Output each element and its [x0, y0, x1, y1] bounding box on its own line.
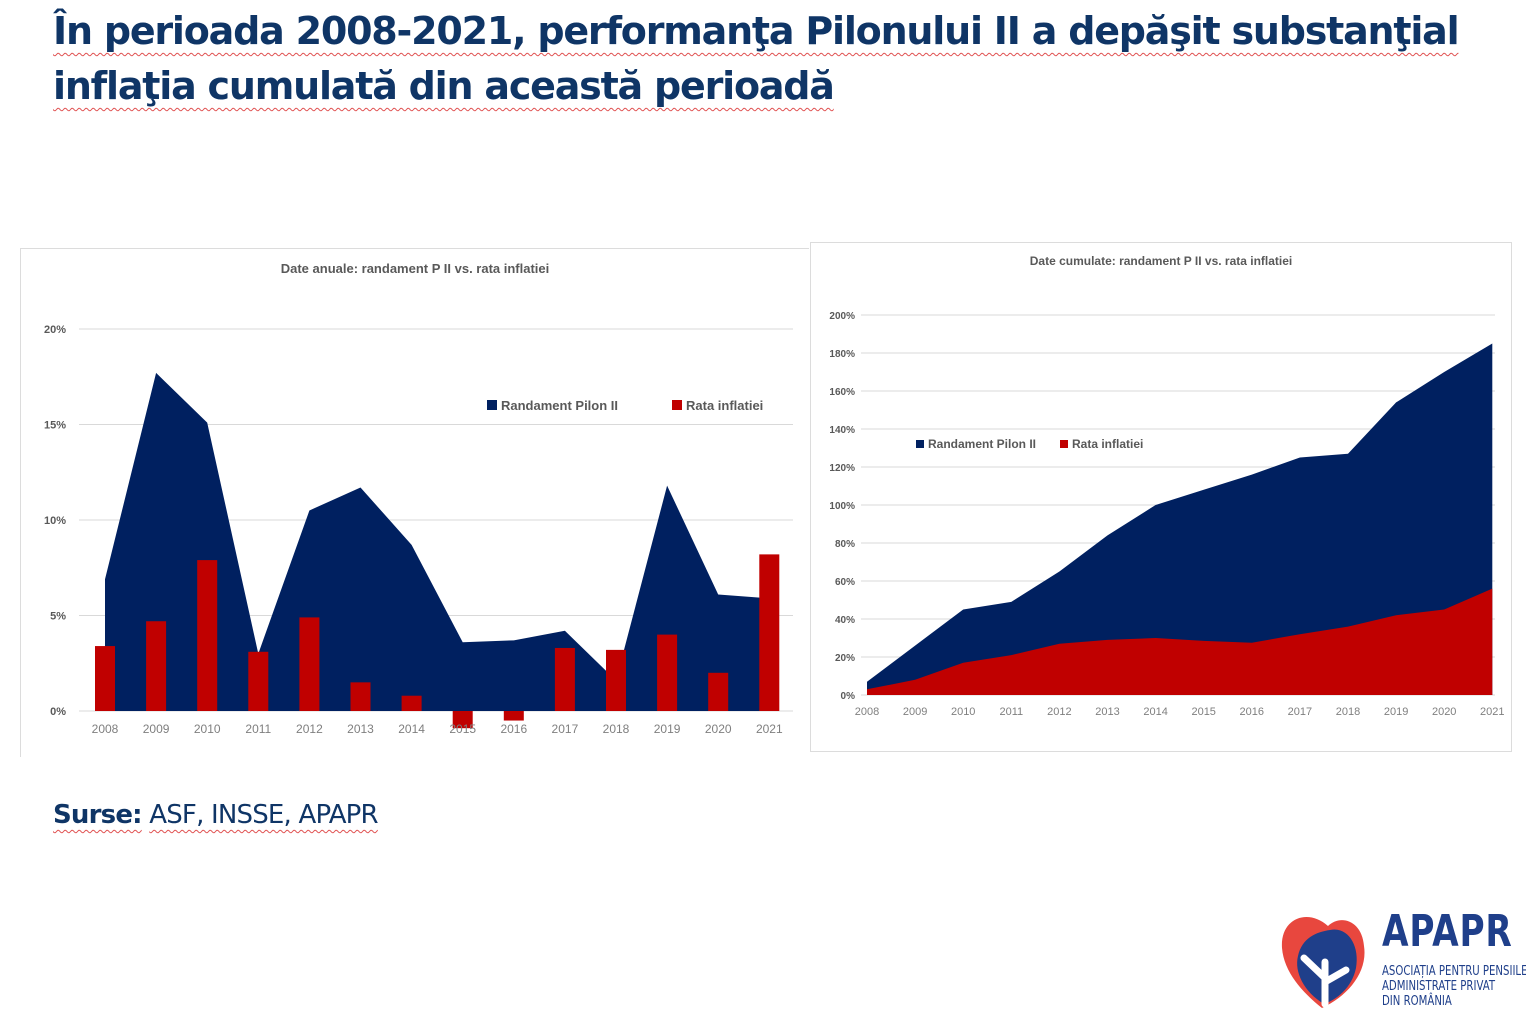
bar-inflatie: [657, 634, 678, 711]
bar-inflatie: [146, 621, 167, 711]
x-tick-label: 2019: [1384, 706, 1408, 718]
x-tick-label: 2016: [500, 722, 527, 736]
y-tick-label: 40%: [835, 615, 855, 626]
x-tick-label: 2011: [245, 722, 271, 736]
y-tick-label: 60%: [835, 577, 855, 588]
x-tick-label: 2018: [603, 722, 630, 736]
bar-inflatie: [197, 560, 218, 711]
page-title-line-1: În perioada 2008-2021, performanţa Pilon…: [53, 9, 1460, 53]
x-tick-label: 2010: [194, 722, 221, 736]
y-tick-label: 140%: [829, 425, 855, 436]
y-tick-label: 0%: [50, 706, 66, 718]
area-series-inflatie: [867, 588, 1493, 695]
x-tick-label: 2019: [654, 722, 681, 736]
apapr-logo: APAPR ASOCIAȚIA PENTRU PENSIILE ADMINIST…: [1278, 906, 1526, 1012]
bar-inflatie: [401, 695, 422, 711]
y-tick-label: 100%: [829, 501, 855, 512]
sources-label: Surse:: [53, 800, 143, 830]
x-tick-label: 2011: [999, 706, 1023, 718]
logo-subtitle-line: ADMINISTRATE PRIVAT: [1382, 979, 1496, 994]
bar-inflatie: [759, 554, 780, 711]
legend-label: Randament Pilon II: [501, 398, 618, 413]
y-tick-label: 0%: [841, 691, 856, 702]
x-tick-label: 2013: [1095, 706, 1119, 718]
x-tick-label: 2014: [398, 722, 425, 736]
x-tick-label: 2009: [903, 706, 927, 718]
bar-inflatie: [708, 672, 729, 711]
x-tick-label: 2021: [1480, 706, 1504, 718]
cumulative-chart-svg: Date cumulate: randament P II vs. rata i…: [829, 254, 1504, 718]
bar-inflatie: [554, 647, 575, 711]
y-tick-label: 80%: [835, 539, 855, 550]
heart-tree-icon: [1281, 917, 1365, 1008]
chart-title: Date cumulate: randament P II vs. rata i…: [1030, 254, 1293, 268]
bar-inflatie: [606, 649, 626, 711]
bar-inflatie: [299, 617, 320, 711]
annual-chart: Date anuale: randament P II vs. rata inf…: [20, 248, 809, 757]
legend-swatch: [1060, 440, 1068, 448]
y-tick-label: 5%: [50, 611, 66, 623]
bar-inflatie: [503, 711, 524, 721]
area-series-randament: [105, 372, 770, 711]
bar-inflatie: [95, 646, 115, 711]
x-tick-label: 2015: [1191, 706, 1215, 718]
logo-name: APAPR: [1382, 906, 1513, 957]
legend-swatch: [487, 400, 497, 410]
bar-inflatie: [452, 711, 473, 729]
y-tick-label: 20%: [44, 324, 66, 336]
x-tick-label: 2017: [1288, 706, 1312, 718]
area-series-randament: [867, 343, 1493, 695]
x-tick-label: 2012: [1047, 706, 1071, 718]
x-tick-label: 2013: [347, 722, 374, 736]
legend-swatch: [916, 440, 924, 448]
legend-label: Rata inflatiei: [686, 398, 763, 413]
x-tick-label: 2008: [92, 722, 119, 736]
bar-inflatie: [248, 651, 269, 711]
x-tick-label: 2021: [756, 722, 783, 736]
x-tick-label: 2017: [552, 722, 579, 736]
x-tick-label: 2020: [1432, 706, 1456, 718]
cumulative-chart: Date cumulate: randament P II vs. rata i…: [810, 242, 1512, 752]
y-tick-label: 10%: [44, 515, 66, 527]
legend-label: Randament Pilon II: [928, 437, 1036, 451]
legend-label: Rata inflatiei: [1072, 437, 1143, 451]
logo-subtitle: ASOCIAȚIA PENTRU PENSIILE ADMINISTRATE P…: [1382, 964, 1526, 1009]
y-tick-label: 180%: [829, 349, 855, 360]
chart-title: Date anuale: randament P II vs. rata inf…: [281, 261, 550, 276]
bar-inflatie: [350, 682, 371, 711]
sources-note: Surse: ASF, INSSE, APAPR: [53, 800, 379, 830]
y-tick-label: 160%: [829, 387, 855, 398]
annual-chart-svg: Date anuale: randament P II vs. rata inf…: [44, 261, 793, 736]
sources-value: ASF, INSSE, APAPR: [149, 800, 378, 830]
x-tick-label: 2020: [705, 722, 732, 736]
x-tick-label: 2015: [449, 722, 476, 736]
x-tick-label: 2014: [1143, 706, 1167, 718]
logo-subtitle-line: DIN ROMÂNIA: [1382, 994, 1452, 1009]
y-tick-label: 15%: [44, 420, 66, 432]
x-tick-label: 2018: [1336, 706, 1360, 718]
x-tick-label: 2009: [143, 722, 170, 736]
y-tick-label: 20%: [835, 653, 855, 664]
y-tick-label: 120%: [829, 463, 855, 474]
page-title: În perioada 2008-2021, performanţa Pilon…: [53, 4, 1493, 114]
y-tick-label: 200%: [829, 311, 855, 322]
x-tick-label: 2010: [951, 706, 975, 718]
logo-subtitle-line: ASOCIAȚIA PENTRU PENSIILE: [1382, 964, 1526, 979]
x-tick-label: 2008: [855, 706, 879, 718]
x-tick-label: 2012: [296, 722, 323, 736]
x-tick-label: 2016: [1240, 706, 1264, 718]
page-title-line-2: inflaţia cumulată din această perioadă: [53, 64, 835, 108]
legend-swatch: [672, 400, 682, 410]
